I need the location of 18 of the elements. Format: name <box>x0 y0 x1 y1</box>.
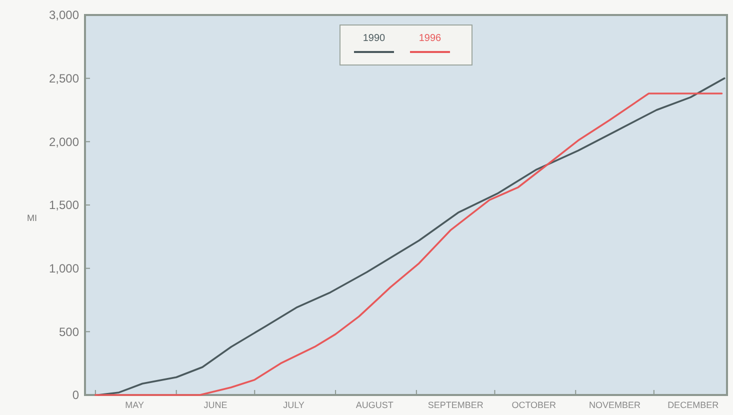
x-tick-label: NOVEMBER <box>589 400 642 410</box>
x-tick-label: SEPTEMBER <box>428 400 484 410</box>
y-tick-label: 0 <box>72 388 80 402</box>
y-tick-label: 3,000 <box>48 8 80 22</box>
text: 1996 <box>418 33 442 44</box>
x-tick-label: JUNE <box>204 400 228 410</box>
y-tick-label: 1,500 <box>48 198 80 212</box>
x-tick-label: DECEMBER <box>668 400 720 410</box>
y-tick-label: 500 <box>58 324 80 339</box>
x-tick-label: JULY <box>283 400 304 410</box>
y-tick-label: 2,500 <box>48 72 80 86</box>
y-tick-label: 2,000 <box>48 134 80 149</box>
y-tick-label: 1,000 <box>48 262 80 276</box>
text: 1990 <box>362 33 386 44</box>
x-tick-label: MAY <box>125 400 144 410</box>
x-tick-label: AUGUST <box>356 400 394 410</box>
x-tick-label: OCTOBER <box>512 400 557 410</box>
y-axis-title: MI <box>27 213 37 223</box>
